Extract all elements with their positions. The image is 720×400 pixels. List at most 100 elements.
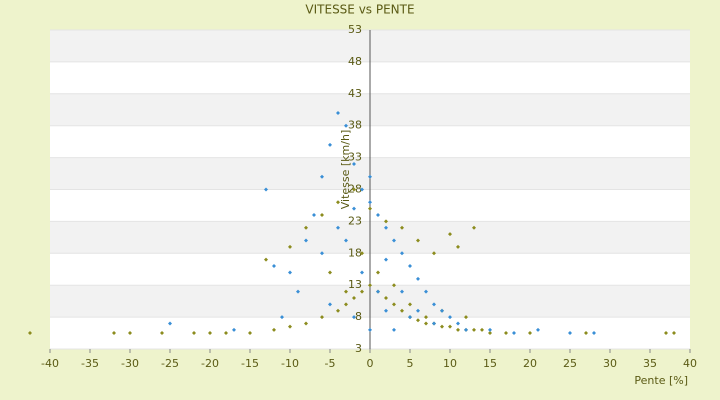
point [464,327,468,332]
point [384,219,388,224]
point [336,110,340,115]
point [664,331,668,336]
point [336,225,340,230]
point [344,123,348,128]
point [320,213,324,218]
point [296,289,300,294]
point [384,295,388,300]
point [352,187,356,192]
point [160,331,164,336]
x-tick-label: -30 [121,357,139,370]
y-tick-label: 23 [348,214,362,227]
y-tick-label: 43 [348,87,362,100]
point [400,289,404,294]
point [432,321,436,326]
point [304,225,308,230]
point [384,308,388,313]
point [528,331,532,336]
point [448,315,452,320]
point [400,251,404,256]
point [488,327,492,332]
point [128,331,132,336]
point [360,187,364,192]
point [232,327,236,332]
point [224,331,228,336]
y-tick-label: 18 [348,246,362,259]
y-tick-label: 33 [348,151,362,164]
point [456,321,460,326]
point [376,270,380,275]
point [416,308,420,313]
x-tick-label: 5 [407,357,414,370]
point [360,270,364,275]
point [592,331,596,336]
point [192,331,196,336]
point [416,238,420,243]
point [336,308,340,313]
point [28,331,32,336]
point [456,244,460,249]
point [464,315,468,320]
x-tick-label: -20 [201,357,219,370]
point [344,289,348,294]
point [416,318,420,323]
point [312,213,316,218]
point [392,283,396,288]
point [304,321,308,326]
point [328,142,332,147]
point [480,327,484,332]
point [352,161,356,166]
x-tick-label: -25 [161,357,179,370]
point [448,324,452,329]
point [360,251,364,256]
x-tick-label: -35 [81,357,99,370]
point [408,302,412,307]
y-tick-label: 8 [355,310,362,323]
x-tick-label: -5 [325,357,336,370]
point [328,302,332,307]
point [432,302,436,307]
point [328,270,332,275]
point [384,225,388,230]
point [584,331,588,336]
x-tick-label: 25 [563,357,577,370]
point [408,264,412,269]
point [424,321,428,326]
x-tick-label: 40 [683,357,697,370]
point [384,257,388,262]
point [368,327,372,332]
point [336,200,340,205]
point [376,213,380,218]
point [288,270,292,275]
point [392,238,396,243]
y-tick-label: 53 [348,23,362,36]
point [264,187,268,192]
point [392,327,396,332]
point [400,308,404,313]
x-axis-label: Pente [%] [634,374,688,387]
point [264,257,268,262]
x-tick-label: 15 [483,357,497,370]
point [320,174,324,179]
point [448,232,452,237]
point [432,251,436,256]
point [344,302,348,307]
chart-title: VITESSE vs PENTE [305,3,414,17]
x-tick-label: -15 [241,357,259,370]
point [568,331,572,336]
y-axis-label: Vitesse [km/h] [339,130,352,210]
point [320,315,324,320]
point [376,289,380,294]
point [368,174,372,179]
point [168,321,172,326]
point [424,315,428,320]
point [280,315,284,320]
point [424,289,428,294]
point [352,315,356,320]
point [304,238,308,243]
point [392,302,396,307]
y-tick-label: 38 [348,119,362,132]
x-tick-label: 10 [443,357,457,370]
point [288,244,292,249]
